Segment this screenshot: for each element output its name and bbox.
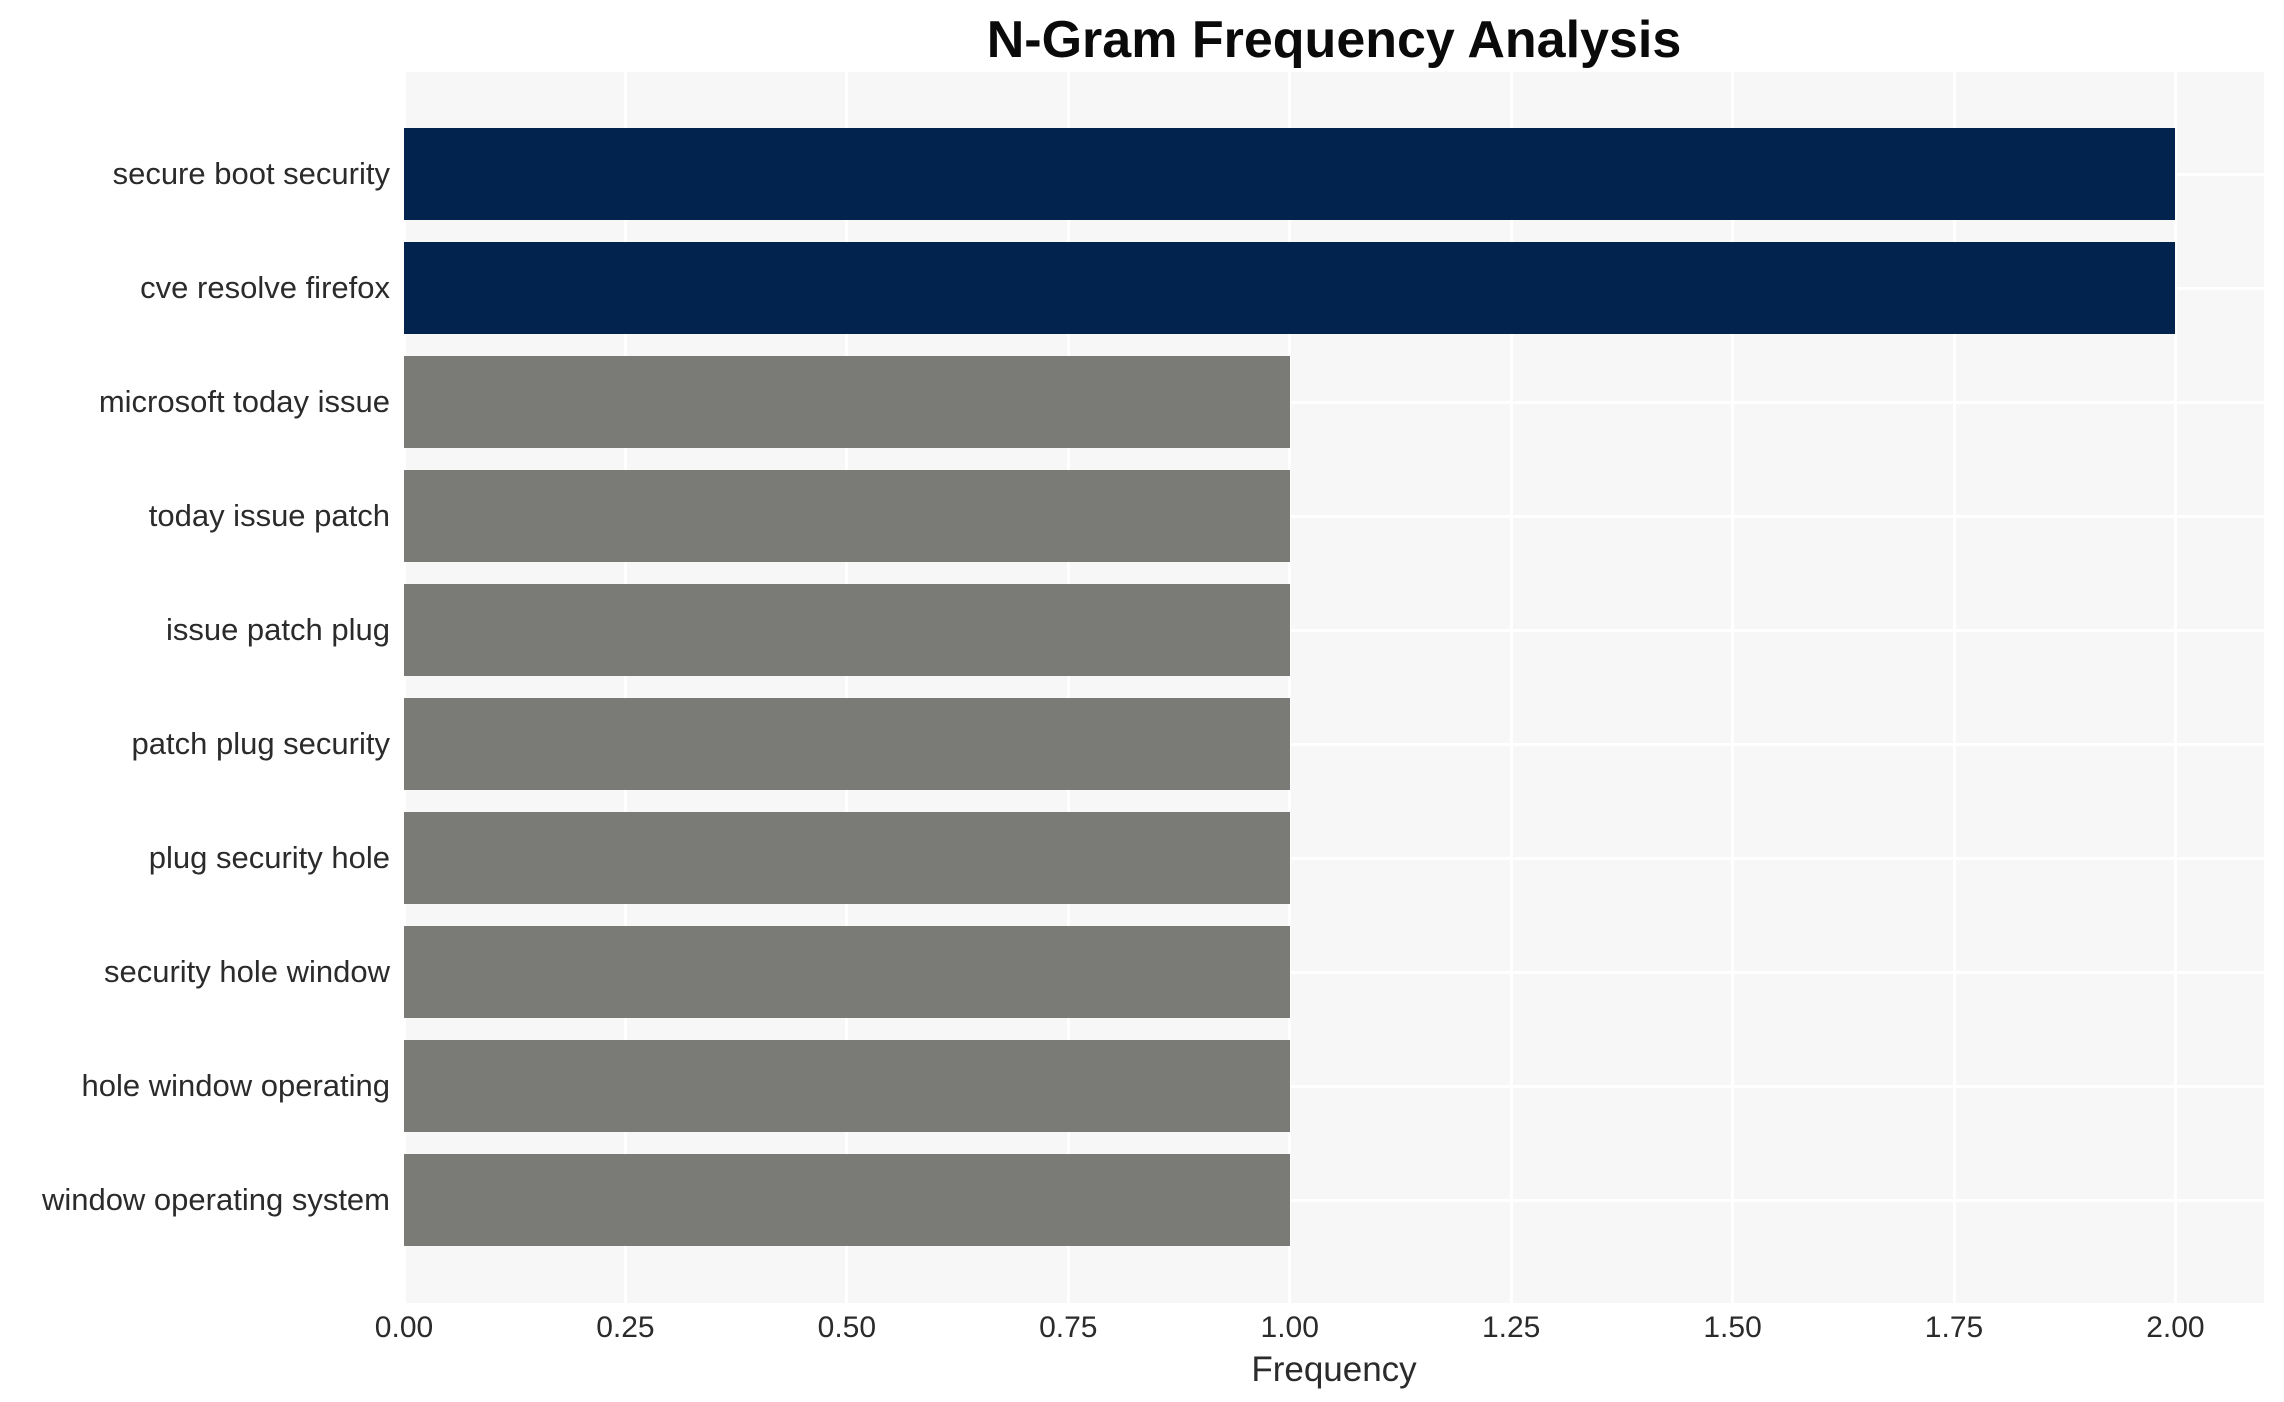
y-axis-label: secure boot security — [112, 156, 390, 191]
y-axis-label: microsoft today issue — [98, 384, 390, 419]
gridline-vertical — [1509, 72, 1513, 1303]
gridline-vertical — [1066, 72, 1070, 1303]
y-axis-label: hole window operating — [81, 1068, 391, 1103]
bar — [404, 470, 1290, 562]
gridline-vertical — [623, 72, 627, 1303]
x-axis-label: Frequency — [1251, 1350, 1417, 1389]
gridline-vertical — [1952, 72, 1956, 1303]
gridline-vertical — [845, 72, 849, 1303]
gridline-horizontal — [404, 742, 2264, 746]
bar — [404, 1040, 1290, 1132]
y-axis-label: cve resolve firefox — [140, 270, 390, 305]
gridline-horizontal — [404, 1198, 2264, 1202]
bar — [404, 698, 1290, 790]
gridline-vertical — [1731, 72, 1735, 1303]
y-axis-label: patch plug security — [131, 726, 390, 761]
x-axis-tick-label: 1.00 — [1260, 1311, 1319, 1344]
x-axis-tick-label: 2.00 — [2146, 1311, 2205, 1344]
bar — [404, 1154, 1290, 1246]
gridline-horizontal — [404, 1084, 2264, 1088]
gridline-vertical — [404, 72, 406, 1303]
y-axis-label: window operating system — [41, 1182, 390, 1217]
gridline-horizontal — [404, 400, 2264, 404]
chart-title: N-Gram Frequency Analysis — [986, 11, 1682, 69]
bar — [404, 584, 1290, 676]
x-axis-tick-label: 1.25 — [1481, 1311, 1541, 1344]
x-axis-tick-label: 0.50 — [817, 1311, 877, 1344]
bar — [404, 128, 2176, 220]
x-axis-ticks: 0.00 0.25 0.50 0.75 1.00 1.25 1.50 1.75 2.00 — [375, 1311, 2264, 1351]
x-axis-tick-label: 0.00 — [374, 1311, 434, 1344]
x-axis-tick-label: 1.75 — [1924, 1311, 1984, 1344]
gridline-vertical — [1288, 72, 1292, 1303]
y-axis-label: plug security hole — [148, 840, 390, 875]
y-axis-labels: secure boot security cve resolve firefox m… — [0, 72, 390, 1303]
gridline-horizontal — [404, 856, 2264, 860]
gridline-horizontal — [404, 514, 2264, 518]
gridline-horizontal — [404, 628, 2264, 632]
y-axis-label: issue patch plug — [165, 612, 390, 647]
y-axis-label: security hole window — [103, 954, 390, 989]
gridline-horizontal — [404, 970, 2264, 974]
x-axis-tick-label: 0.75 — [1039, 1311, 1098, 1344]
gridline-vertical — [2173, 72, 2177, 1303]
x-axis-tick-label: 0.25 — [596, 1311, 655, 1344]
plot-area — [404, 72, 2264, 1303]
bar — [404, 356, 1290, 448]
bar — [404, 242, 2176, 334]
bar — [404, 926, 1290, 1018]
x-axis-tick-label: 1.50 — [1703, 1311, 1762, 1344]
bar — [404, 812, 1290, 904]
y-axis-label: today issue patch — [148, 498, 390, 533]
